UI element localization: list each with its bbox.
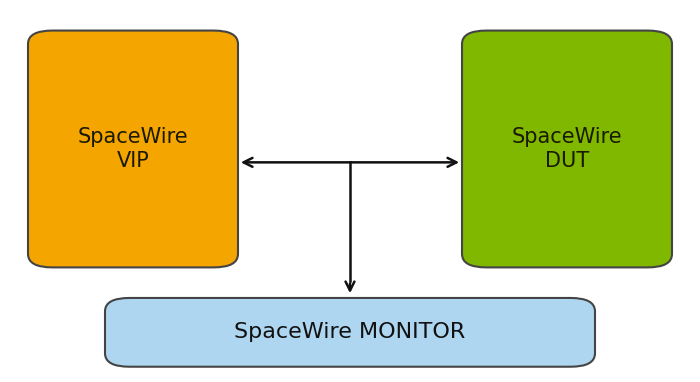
FancyBboxPatch shape: [105, 298, 595, 367]
FancyBboxPatch shape: [28, 31, 238, 267]
FancyBboxPatch shape: [462, 31, 672, 267]
Text: SpaceWire
DUT: SpaceWire DUT: [512, 127, 622, 171]
Text: SpaceWire
VIP: SpaceWire VIP: [78, 127, 188, 171]
Text: SpaceWire MONITOR: SpaceWire MONITOR: [234, 322, 466, 342]
